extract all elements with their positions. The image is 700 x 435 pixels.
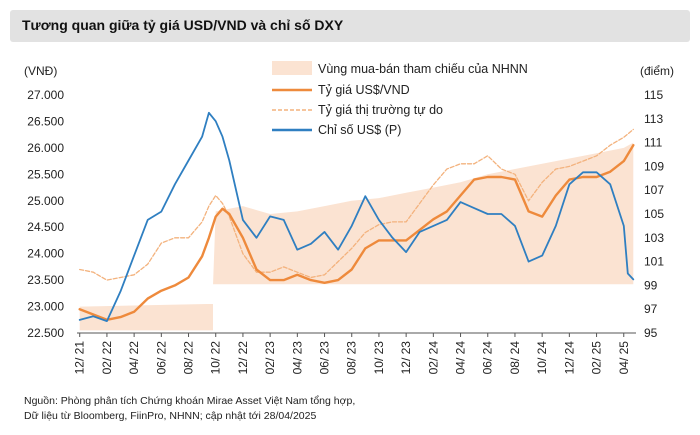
y-right-tick-label: 101 — [644, 255, 664, 269]
x-tick-label: 06/ 23 — [318, 341, 332, 375]
x-tick-label: 10/ 23 — [372, 341, 386, 375]
y-left-tick-label: 24.500 — [27, 220, 64, 234]
y-left-tick-label: 24.000 — [27, 247, 64, 261]
y-right-tick-label: 109 — [644, 159, 664, 173]
y-right-tick-label: 107 — [644, 183, 664, 197]
y-right-tick-label: 99 — [644, 278, 658, 292]
x-tick-label: 08/ 24 — [508, 341, 522, 375]
legend-band-label: Vùng mua-bán tham chiếu của NHNN — [318, 62, 528, 76]
x-tick-label: 02/ 25 — [590, 341, 604, 375]
x-tick-label: 12/ 22 — [236, 341, 250, 375]
y-left-tick-label: 23.500 — [27, 273, 64, 287]
official-rate-line — [78, 143, 635, 321]
nhnn-band-area — [79, 142, 634, 331]
free-market-rate-line — [79, 128, 634, 281]
y-right-tick-label: 97 — [644, 302, 658, 316]
y-left-tick-label: 25.000 — [27, 194, 64, 208]
y-left-tick-label: 23.000 — [27, 300, 64, 314]
x-tick-label: 08/ 23 — [345, 341, 359, 375]
x-tick-label: 10/ 24 — [535, 341, 549, 375]
legend-official-label: Tỷ giá US$/VND — [318, 83, 410, 97]
x-tick-label: 12/ 23 — [399, 341, 413, 375]
y-right-tick-label: 95 — [644, 326, 658, 340]
y-left-tick-label: 25.500 — [27, 167, 64, 181]
x-tick-label: 08/ 22 — [182, 341, 196, 375]
y-left-tick-label: 22.500 — [27, 326, 64, 340]
source-line-1: Nguồn: Phòng phân tích Chứng khoán Mirae… — [24, 395, 356, 407]
x-tick-label: 04/ 23 — [290, 341, 304, 375]
x-tick-label: 06/ 22 — [154, 341, 168, 375]
x-tick-label: 02/ 22 — [100, 341, 114, 375]
x-tick-label: 12/ 21 — [73, 341, 87, 375]
y-right-tick-label: 103 — [644, 231, 664, 245]
x-tick-label: 04/ 22 — [127, 341, 141, 375]
y-right-tick-label: 111 — [644, 136, 663, 150]
legend-free-label: Tỷ giá thị trường tự do — [318, 103, 443, 117]
x-tick-label: 12/ 24 — [562, 341, 576, 375]
x-tick-label: 04/ 25 — [617, 341, 631, 375]
source-line-2: Dữ liệu từ Bloomberg, FiinPro, NHNN; cập… — [24, 410, 317, 422]
dxy-index-line — [78, 111, 635, 323]
chart-title: Tương quan giữa tỷ giá USD/VND và chỉ số… — [22, 17, 344, 33]
x-tick-label: 06/ 24 — [481, 341, 495, 375]
y-right-axis-label: (điểm) — [640, 64, 674, 78]
legend-band-swatch — [272, 61, 312, 75]
y-left-tick-label: 26.000 — [27, 141, 64, 155]
x-tick-label: 02/ 24 — [426, 341, 440, 375]
legend-dxy-label: Chỉ số US$ (P) — [318, 123, 401, 137]
x-tick-label: 02/ 23 — [263, 341, 277, 375]
x-tick-label: 04/ 24 — [454, 341, 468, 375]
y-left-tick-label: 26.500 — [27, 114, 64, 128]
y-right-tick-label: 113 — [644, 112, 663, 126]
y-left-axis-label: (VNĐ) — [24, 64, 57, 78]
y-right-tick-label: 115 — [644, 88, 663, 102]
source-note: Nguồn: Phòng phân tích Chứng khoán Mirae… — [24, 394, 355, 424]
y-right-tick-label: 105 — [644, 207, 664, 221]
x-tick-label: 10/ 22 — [209, 341, 223, 375]
y-left-tick-label: 27.000 — [27, 88, 64, 102]
title-bar: Tương quan giữa tỷ giá USD/VND và chỉ số… — [10, 10, 690, 42]
